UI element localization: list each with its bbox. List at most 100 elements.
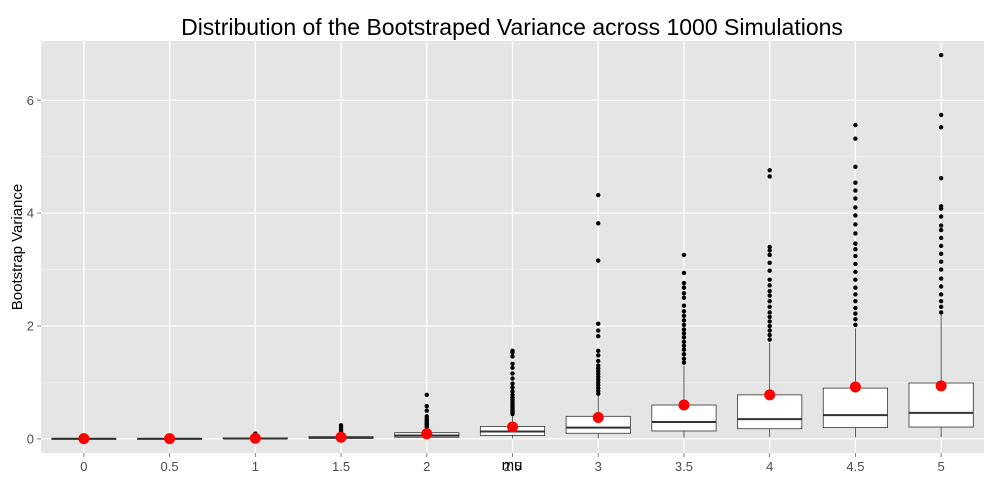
- outlier-point: [681, 252, 687, 258]
- outlier-point: [853, 298, 858, 304]
- outlier-point: [681, 303, 687, 308]
- y-tick-label: 6: [27, 93, 34, 108]
- outlier-point: [853, 196, 858, 201]
- mean-point: [421, 428, 433, 440]
- outlier-point: [596, 328, 601, 333]
- outlier-point: [938, 235, 944, 241]
- outlier-point: [510, 354, 515, 359]
- outlier-point: [767, 319, 772, 324]
- outlier-point: [938, 284, 944, 289]
- outlier-point: [424, 403, 429, 409]
- outlier-point: [767, 283, 772, 288]
- mean-point: [249, 432, 261, 444]
- outlier-point: [767, 277, 772, 282]
- outlier-point: [767, 252, 772, 258]
- outlier-point: [853, 269, 858, 275]
- outlier-point: [938, 304, 944, 310]
- box: [822, 387, 888, 429]
- outlier-point: [853, 122, 858, 128]
- x-tick-label: 5: [938, 459, 945, 474]
- mean-point: [935, 380, 947, 392]
- box-series: [51, 52, 974, 445]
- outlier-point: [853, 188, 858, 193]
- x-tick-label: 1: [252, 459, 259, 474]
- outlier-point: [938, 52, 944, 58]
- mean-point: [764, 389, 776, 401]
- box: [908, 382, 974, 428]
- x-axis: 0 0.5 1 1.5 2 2.5 3 3.5 4 4.5 5: [80, 453, 945, 474]
- box-group: [137, 433, 203, 445]
- outlier-point: [767, 328, 772, 333]
- box-group: [651, 252, 717, 438]
- outlier-point: [681, 327, 687, 332]
- outlier-point: [938, 292, 944, 297]
- outlier-point: [681, 295, 687, 300]
- outlier-point: [510, 385, 515, 390]
- box-group: [822, 122, 888, 438]
- outlier-point: [767, 298, 772, 304]
- outlier-point: [767, 337, 772, 342]
- outlier-point: [510, 365, 515, 370]
- outlier-point: [767, 174, 772, 179]
- outlier-point: [938, 259, 944, 264]
- outlier-point: [596, 333, 601, 339]
- x-tick-label: 3: [595, 459, 602, 474]
- outlier-point: [767, 260, 772, 266]
- outlier-point: [596, 358, 601, 364]
- x-axis-title: mu: [502, 457, 523, 474]
- outlier-point: [938, 298, 944, 304]
- mean-point: [335, 431, 347, 443]
- outlier-point: [681, 352, 687, 357]
- outlier-point: [681, 313, 687, 319]
- outlier-point: [681, 280, 687, 286]
- chart-title: Distribution of the Bootstraped Variance…: [181, 14, 843, 40]
- outlier-point: [681, 285, 687, 290]
- outlier-point: [853, 317, 858, 322]
- outlier-point: [767, 323, 772, 329]
- outlier-point: [767, 244, 772, 250]
- outlier-point: [510, 376, 515, 381]
- outlier-point: [853, 322, 858, 328]
- outlier-point: [681, 331, 687, 336]
- outlier-point: [510, 348, 515, 354]
- outlier-point: [681, 318, 687, 323]
- outlier-point: [681, 343, 687, 348]
- box-group: [908, 52, 974, 438]
- y-tick-label: 0: [27, 431, 34, 446]
- outlier-point: [681, 309, 687, 314]
- outlier-point: [938, 243, 944, 249]
- outlier-point: [853, 253, 858, 259]
- outlier-point: [853, 241, 858, 246]
- outlier-point: [853, 285, 858, 290]
- box: [737, 394, 803, 430]
- outlier-point: [767, 248, 772, 253]
- outlier-point: [681, 347, 687, 352]
- outlier-point: [596, 353, 601, 358]
- outlier-point: [853, 180, 858, 185]
- x-tick-label: 0.5: [161, 459, 179, 474]
- mean-point: [78, 433, 90, 445]
- outlier-point: [681, 335, 687, 340]
- outlier-point: [938, 276, 944, 281]
- outlier-point: [938, 310, 944, 315]
- outlier-point: [424, 392, 429, 398]
- outlier-point: [596, 363, 601, 368]
- x-tick-label: 2.5: [503, 459, 521, 474]
- outlier-point: [938, 251, 944, 256]
- outlier-point: [596, 348, 601, 354]
- box-group: [394, 392, 460, 440]
- outlier-point: [853, 213, 858, 218]
- outlier-point: [596, 192, 601, 198]
- y-tick-label: 4: [27, 206, 34, 221]
- mean-point: [507, 421, 518, 433]
- x-tick-label: 4.5: [846, 459, 864, 474]
- outlier-point: [681, 360, 687, 365]
- outlier-point: [938, 204, 944, 209]
- x-tick-label: 0: [80, 459, 87, 474]
- outlier-point: [853, 205, 858, 210]
- outlier-point: [938, 112, 944, 118]
- outlier-point: [767, 168, 772, 173]
- outlier-point: [510, 361, 515, 367]
- outlier-point: [510, 389, 515, 394]
